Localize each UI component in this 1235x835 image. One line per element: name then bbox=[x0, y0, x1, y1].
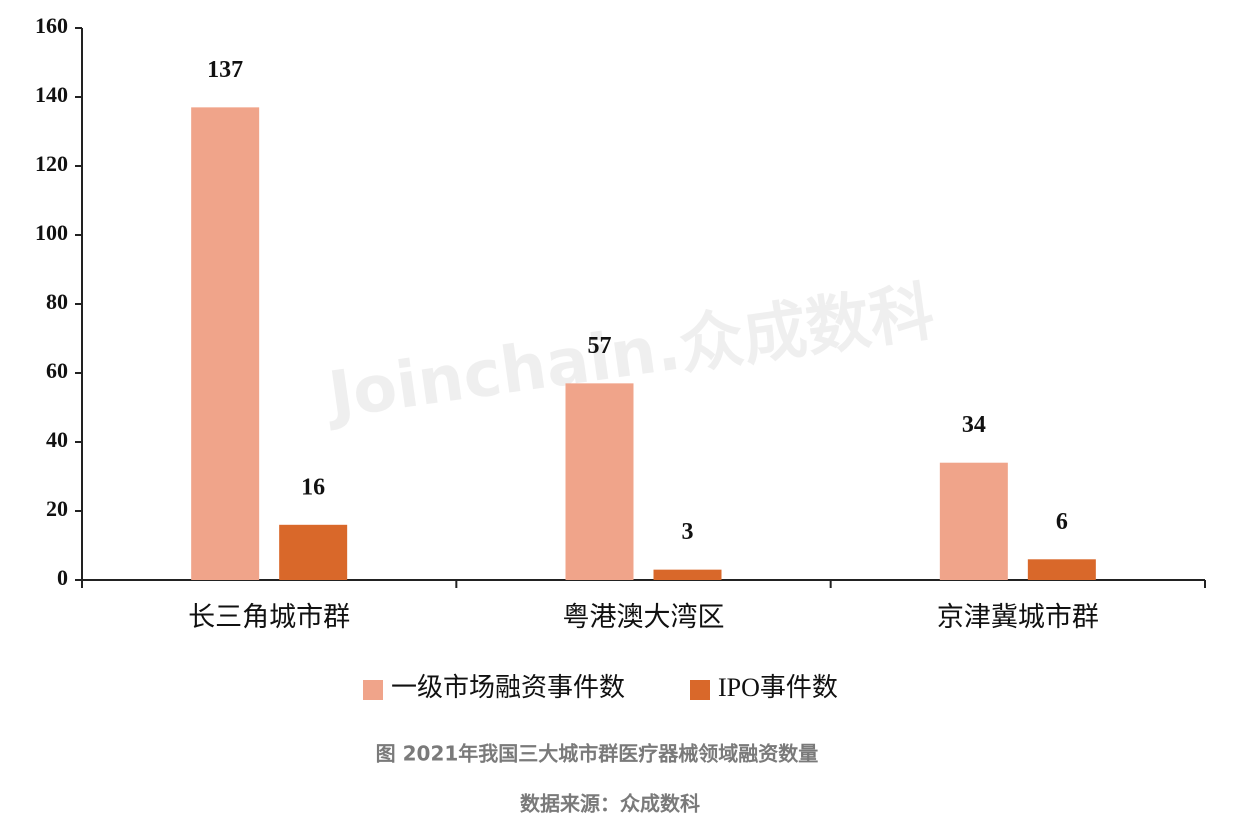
bar bbox=[565, 383, 634, 580]
value-label: 57 bbox=[588, 333, 612, 359]
legend-label: 一级市场融资事件数 bbox=[391, 673, 625, 702]
y-tick-label: 60 bbox=[46, 358, 68, 383]
y-tick-label: 120 bbox=[35, 151, 68, 176]
y-tick-label: 40 bbox=[46, 427, 68, 452]
x-tick-label: 长三角城市群 bbox=[188, 602, 350, 632]
x-tick-label: 粤港澳大湾区 bbox=[563, 602, 725, 632]
x-tick-label: 京津冀城市群 bbox=[937, 602, 1099, 632]
bar bbox=[653, 569, 722, 580]
value-label: 3 bbox=[682, 519, 694, 545]
legend-label: IPO事件数 bbox=[718, 673, 838, 702]
y-tick-label: 100 bbox=[35, 220, 68, 245]
value-label: 137 bbox=[207, 57, 243, 83]
bar bbox=[279, 524, 348, 580]
y-tick-label: 140 bbox=[35, 82, 68, 107]
bar bbox=[1027, 559, 1096, 580]
value-label: 16 bbox=[301, 474, 325, 500]
bar bbox=[191, 107, 260, 580]
legend-swatch bbox=[363, 680, 383, 700]
legend-swatch bbox=[690, 680, 710, 700]
y-tick-label: 0 bbox=[57, 565, 68, 590]
value-label: 6 bbox=[1056, 509, 1068, 535]
y-tick-label: 160 bbox=[35, 13, 68, 38]
source: 数据来源：众成数科 bbox=[520, 792, 700, 816]
caption: 图 2021年我国三大城市群医疗器械领域融资数量 bbox=[376, 742, 819, 766]
value-label: 34 bbox=[962, 412, 986, 438]
y-tick-label: 80 bbox=[46, 289, 68, 314]
y-tick-label: 20 bbox=[46, 496, 68, 521]
bar bbox=[939, 462, 1008, 580]
